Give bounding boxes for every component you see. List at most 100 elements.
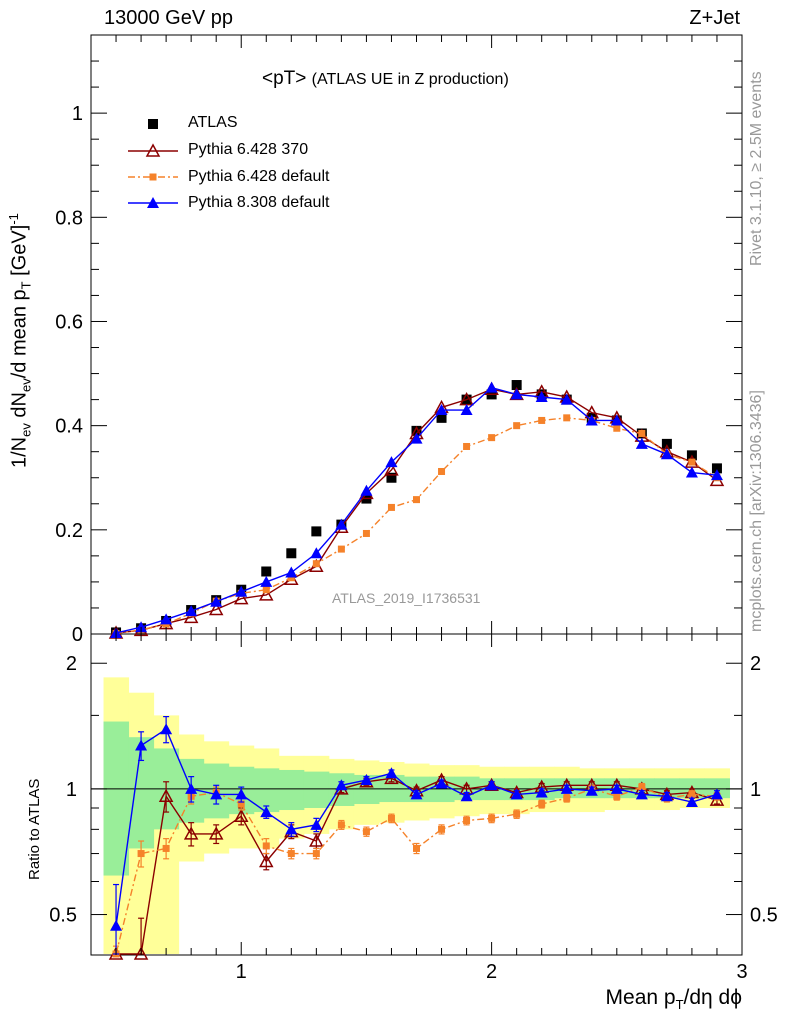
ratio-data-point [362, 828, 370, 836]
ratio-data-point [309, 833, 324, 847]
main-data-point [262, 586, 270, 594]
ratio-data-point [438, 825, 446, 833]
main-data-point [413, 496, 420, 504]
ratio-series-group [108, 715, 725, 960]
main-data-point [438, 467, 446, 475]
legend-marker [148, 119, 158, 129]
ratio-y-tick-label-left: 0.5 [49, 905, 77, 927]
ratio-data-point [613, 792, 621, 800]
main-data-point [660, 448, 673, 460]
ratio-data-point [535, 786, 548, 798]
ratio-y-tick-label-right: 1 [750, 779, 761, 801]
ratio-y-tick-label-right: 0.5 [750, 905, 778, 927]
ratio-data-point [387, 814, 395, 822]
x-tick-label: 3 [736, 961, 747, 983]
ratio-data-point [287, 850, 295, 858]
main-y-tick-label: 0 [72, 624, 83, 646]
ratio-data-point [460, 790, 473, 802]
axes-group: 1 2 3 0 0.2 0.4 0.6 0.8 1 0.5 0.5 1 1 2 2 [49, 34, 778, 983]
main-data-point [513, 422, 521, 430]
main-data-point [261, 566, 272, 577]
main-data-point [387, 503, 395, 511]
main-data-point [185, 605, 198, 617]
main-y-tick-label: 1 [72, 103, 83, 125]
ratio-data-point [133, 946, 149, 960]
ratio-data-point [688, 790, 696, 798]
main-y-tick-label: 0.4 [55, 416, 83, 438]
main-data-point [310, 547, 323, 559]
main-data-point [711, 463, 722, 474]
main-data-point [287, 574, 295, 582]
ratio-data-point [233, 808, 249, 822]
main-data-point [260, 575, 273, 587]
ratio-data-point [137, 850, 145, 858]
header-left: 13000 GeV pp [104, 7, 233, 29]
analysis-watermark: ATLAS_2019_I1736531 [332, 590, 481, 606]
rivet-version-label: Rivet 3.1.10, ≥ 2.5M events [748, 71, 765, 266]
legend-label-pythia8-default: Pythia 8.308 default [188, 194, 330, 211]
chart-title-main: <pT> [262, 68, 307, 89]
main-data-point [210, 595, 223, 607]
main-data-point [312, 560, 320, 568]
main-data-point [613, 424, 621, 432]
main-data-point [610, 414, 623, 426]
main-y-axis-label: 1/Nev dNev/d mean pT [GeV]-1 [6, 213, 34, 468]
main-data-point [135, 621, 148, 633]
main-data-point [235, 585, 248, 597]
chart-subtitle: (ATLAS UE in Z production) [311, 71, 509, 88]
ratio-data-point [262, 842, 270, 850]
green-band-bin [704, 778, 730, 799]
main-data-point [208, 601, 224, 616]
main-data-point [638, 429, 646, 437]
ratio-data-point [585, 784, 598, 796]
legend-marker [147, 197, 159, 208]
ratio-data-point [260, 806, 273, 818]
ratio-data-point [285, 823, 298, 835]
main-data-point [510, 388, 523, 400]
ratio-data-point [135, 739, 148, 751]
ratio-data-point [435, 777, 448, 789]
ratio-data-point [610, 782, 623, 794]
main-data-point [688, 458, 696, 466]
legend-label-atlas: ATLAS [188, 114, 238, 131]
ratio-data-point [685, 796, 698, 808]
green-band-bin [278, 769, 305, 811]
ratio-data-point [158, 788, 174, 803]
ratio-data-point [162, 844, 170, 852]
main-data-point [335, 518, 348, 530]
main-data-point [410, 432, 423, 444]
ratio-data-point [560, 782, 573, 794]
main-data-point [535, 391, 548, 403]
main-data-point [259, 587, 274, 601]
ratio-series-2 [110, 715, 723, 955]
ratio-data-point [312, 850, 320, 858]
ratio-y-axis-label: Ratio to ATLAS [26, 778, 43, 880]
main-data-point [285, 566, 298, 578]
main-series-3 [110, 381, 723, 638]
main-data-point [286, 548, 297, 559]
ratio-data-point [385, 767, 398, 779]
ratio-data-point [337, 821, 345, 829]
ratio-data-point [635, 788, 648, 800]
ratio-y-tick-label-right: 2 [750, 653, 761, 675]
main-data-point [436, 412, 447, 423]
legend-label-pythia6-370: Pythia 6.428 370 [188, 141, 309, 158]
ratio-data-point [310, 818, 323, 830]
ratio-data-point [335, 779, 348, 791]
main-data-point [463, 442, 471, 450]
ratio-data-point [413, 844, 420, 852]
x-tick-label: 1 [236, 961, 247, 983]
green-band-bin [303, 771, 330, 808]
main-data-point [685, 466, 698, 478]
ratio-data-point [210, 788, 223, 800]
main-data-point [360, 484, 373, 496]
ratio-data-point [160, 723, 173, 735]
ratio-data-point [235, 788, 248, 800]
main-data-point [538, 416, 546, 424]
main-data-point [385, 456, 398, 468]
chart-title: <pT> (ATLAS UE in Z production) [262, 68, 509, 90]
main-data-point [635, 437, 648, 449]
legend-marker [149, 173, 157, 181]
main-data-point [411, 425, 422, 436]
main-data-point [585, 414, 598, 426]
